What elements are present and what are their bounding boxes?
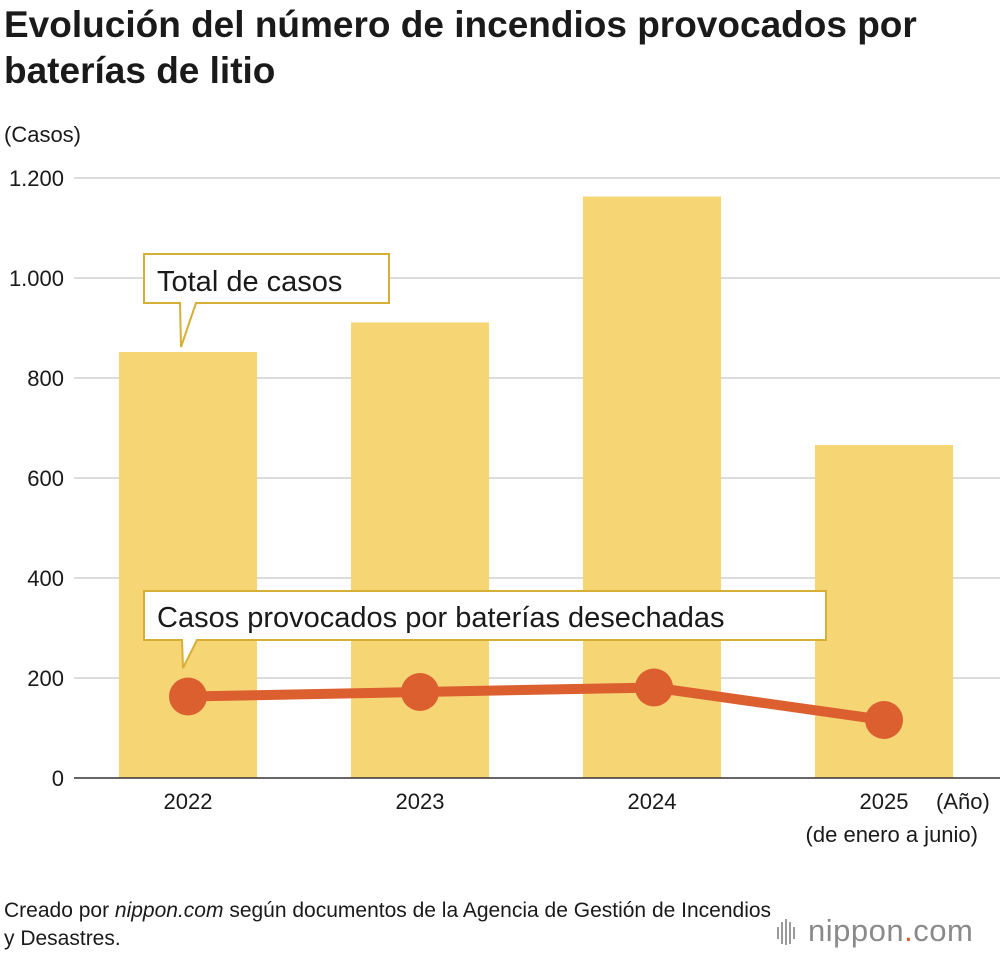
callout-line-series: Casos provocados por baterías desechadas — [143, 590, 827, 669]
line-series — [169, 668, 903, 739]
nippon-logo: nippon.com — [776, 913, 974, 948]
y-tick-label: 800 — [27, 366, 64, 391]
callout-bar-series: Total de casos — [143, 253, 390, 348]
callout-box — [143, 590, 827, 669]
callout-label: Total de casos — [157, 266, 342, 298]
source-note: Creado por nippon.com según documentos d… — [4, 897, 784, 953]
source-suffix: según documentos de la Agencia de Gestió… — [4, 899, 772, 950]
y-tick-label: 1.200 — [9, 166, 64, 191]
y-tick-label: 0 — [52, 766, 64, 791]
line-path — [183, 682, 889, 725]
y-tick-label: 1.000 — [9, 266, 64, 291]
logo-mark-icon — [777, 919, 795, 945]
line-point-2025 — [865, 701, 903, 739]
source-site: nippon.com — [114, 899, 224, 922]
y-axis-label: (Casos) — [4, 122, 81, 147]
logo-wordmark: nippon.com — [808, 913, 974, 948]
chart-title: Evolución del número de incendios provoc… — [4, 4, 917, 91]
callout-label: Casos provocados por baterías desechadas — [157, 602, 724, 634]
y-tick-label: 400 — [27, 566, 64, 591]
callout-box — [143, 253, 390, 348]
y-tick-label: 200 — [27, 666, 64, 691]
x-tick-label: 2024 — [628, 789, 677, 814]
line-point-2024 — [635, 668, 673, 707]
x-tick-label: 2023 — [396, 789, 445, 814]
x-axis-ticks: 2022 2023 2024 2025 — [164, 789, 909, 814]
y-axis-ticks: 0 200 400 600 800 1.000 1.200 — [9, 166, 64, 791]
x-axis-label: (Año) — [936, 789, 990, 814]
line-point-2022 — [169, 677, 207, 716]
y-tick-label: 600 — [27, 466, 64, 491]
line-point-2023 — [401, 673, 439, 711]
x-tick-label: 2022 — [164, 789, 213, 814]
x-tick-label: 2025 — [860, 789, 909, 814]
x-axis-note: (de enero a junio) — [806, 822, 978, 847]
source-prefix: Creado por — [4, 899, 115, 922]
